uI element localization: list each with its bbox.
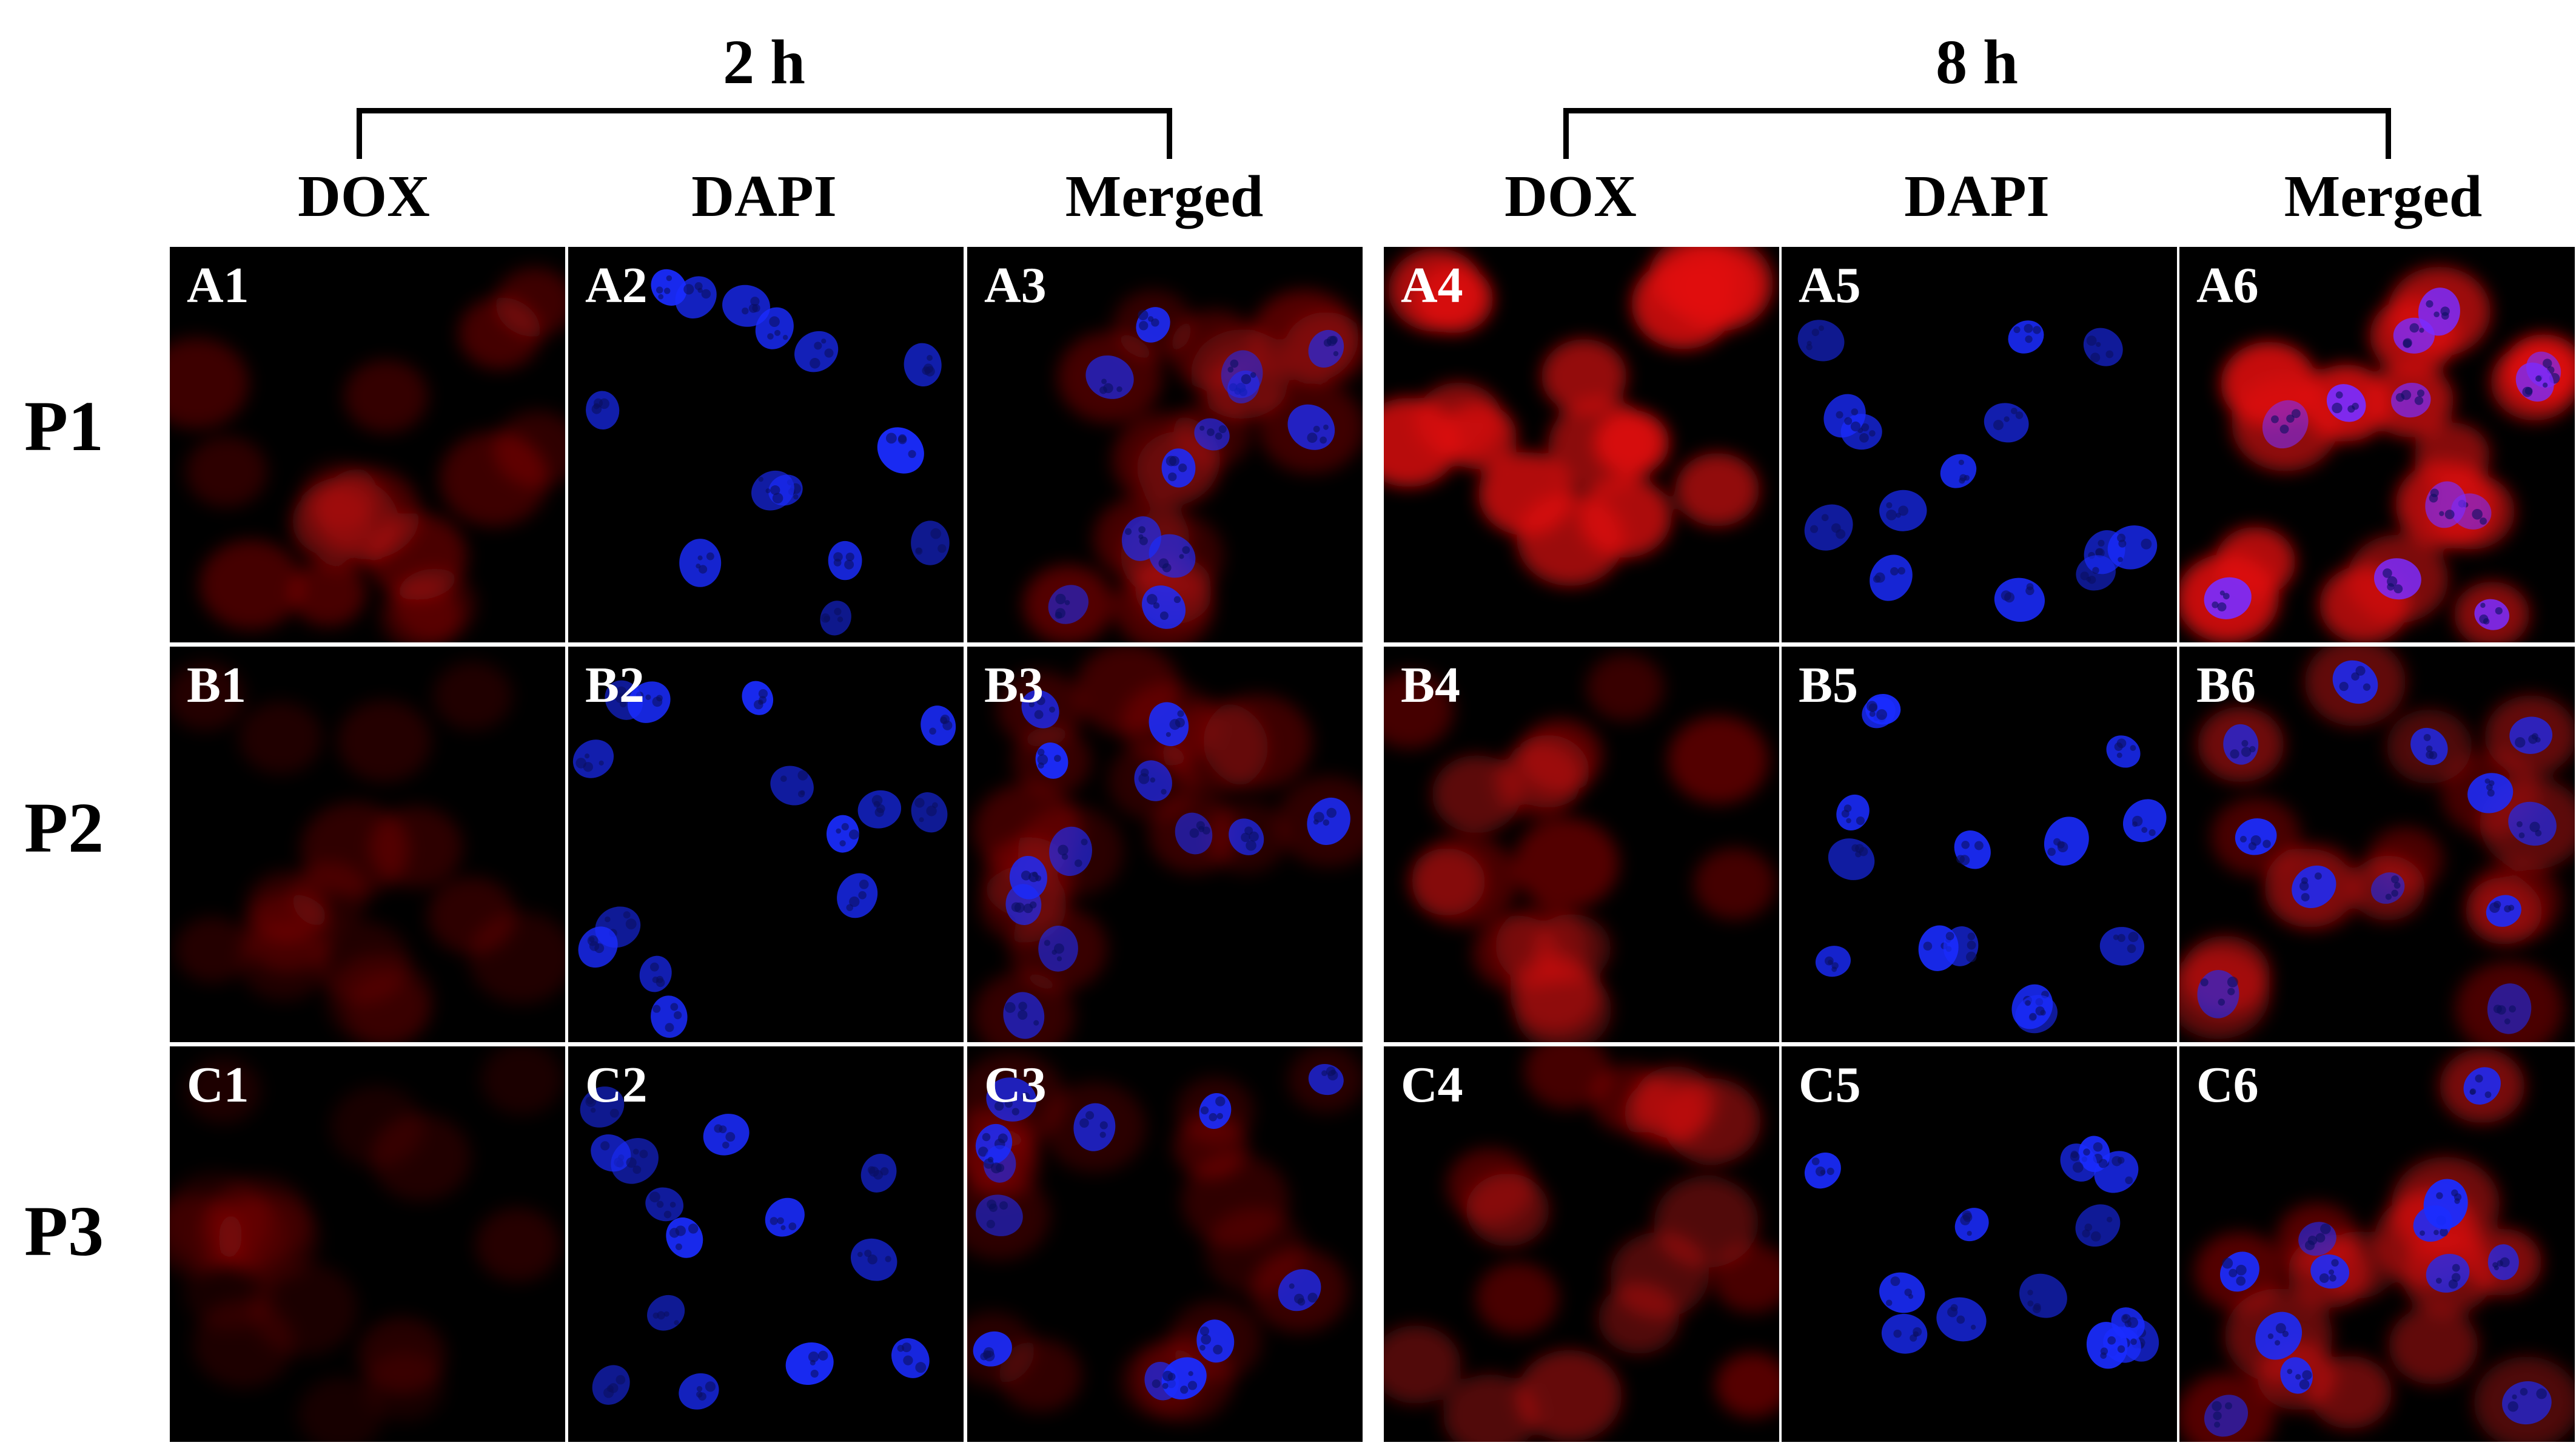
dapi-nuclei [2204,1067,2552,1437]
dox-cytoplasm-signal [1023,289,1363,642]
col-label-merged-8h: Merged [2284,164,2483,229]
micrograph-c3 [967,1046,1363,1422]
micrograph-a5 [1797,320,2158,622]
time-label-8h: 8 h [1936,27,2018,97]
panel-label-c2: C2 [585,1057,648,1113]
dapi-nuclei [1804,1136,2159,1369]
panel-label-b3: B3 [984,657,1044,713]
dox-cytoplasm-signal [1384,247,1773,587]
dox-cytoplasm-signal [170,268,565,642]
micrograph-a6 [2179,266,2575,642]
panel-c1: C1 [170,1046,565,1442]
col-label-dox-2h: DOX [298,164,430,229]
dapi-nuclei [586,269,950,636]
dapi-nuclei [1048,307,1344,629]
micrograph-a1 [170,268,565,642]
panel-a3: A3 [967,247,1363,642]
dox-cytoplasm-signal [170,1046,563,1442]
panel-b4: B4 [1384,647,1779,1042]
row-label-p3: P3 [24,1191,104,1271]
panel-label-b2: B2 [585,657,645,713]
panel-b1: B1 [170,647,565,1042]
panel-b2: B2 [568,647,964,1042]
dapi-nuclei [1797,320,2158,622]
panel-b6: B6 [2179,647,2575,1042]
micrograph-a3 [1023,289,1363,642]
bracket-2h [357,108,1172,159]
dapi-nuclei [572,680,956,1038]
micrograph-b2 [572,680,956,1038]
col-label-dox-8h: DOX [1504,164,1637,229]
panel-c4: C4 [1384,1046,1779,1442]
panel-c6: C6 [2179,1046,2575,1442]
dapi-nuclei [580,1086,930,1410]
panel-label-c6: C6 [2196,1057,2259,1113]
dapi-nuclei [1815,693,2167,1034]
panel-label-b4: B4 [1401,657,1461,713]
dox-cytoplasm-signal [170,661,565,1042]
micrograph-b3 [973,647,1363,1042]
panel-label-a2: A2 [585,257,648,314]
bracket-8h [1563,108,2391,159]
panel-label-c1: C1 [187,1057,249,1113]
panel-a4: A4 [1384,247,1779,642]
panel-label-a4: A4 [1401,257,1463,314]
col-label-merged-2h: Merged [1065,164,1264,229]
micrograph-c5 [1804,1136,2159,1369]
micrograph-c6 [2179,1048,2575,1442]
dapi-nuclei [973,1063,1344,1401]
panel-label-b5: B5 [1799,657,1859,713]
panel-b3: B3 [967,647,1363,1042]
panel-c3: C3 [967,1046,1363,1442]
time-label-2h: 2 h [723,27,805,97]
panel-c5: C5 [1782,1046,2177,1442]
micrograph-b1 [170,661,565,1042]
dapi-nuclei [2197,660,2557,1034]
micrograph-c1 [170,1046,563,1442]
panel-label-b1: B1 [187,657,247,713]
col-label-dapi-8h: DAPI [1904,164,2050,229]
panel-a5: A5 [1782,247,2177,642]
panel-label-a5: A5 [1799,257,1861,314]
micrograph-c4 [1384,1046,1779,1442]
panel-label-c4: C4 [1401,1057,1463,1113]
panel-c2: C2 [568,1046,964,1442]
panel-label-a1: A1 [187,257,249,314]
dox-cytoplasm-signal [1384,653,1776,1042]
panel-a2: A2 [568,247,964,642]
micrograph-c2 [580,1086,930,1410]
row-label-p1: P1 [24,386,104,466]
panel-label-b6: B6 [2196,657,2256,713]
micrograph-b6 [2179,647,2575,1042]
micrograph-b4 [1384,653,1776,1042]
dapi-nuclei [1003,690,1350,1039]
panel-a6: A6 [2179,247,2575,642]
panel-label-a3: A3 [984,257,1047,314]
panel-a1: A1 [170,247,565,642]
micrograph-b5 [1815,693,2167,1034]
micrograph-a4 [1384,247,1773,587]
panel-label-a6: A6 [2196,257,2259,314]
micrograph-a2 [586,269,950,636]
col-label-dapi-2h: DAPI [691,164,837,229]
row-label-p2: P2 [24,788,104,867]
panel-label-c5: C5 [1799,1057,1861,1113]
panel-label-c3: C3 [984,1057,1047,1113]
dapi-nuclei [2204,288,2561,630]
panel-b5: B5 [1782,647,2177,1042]
dox-cytoplasm-signal [1384,1046,1779,1442]
